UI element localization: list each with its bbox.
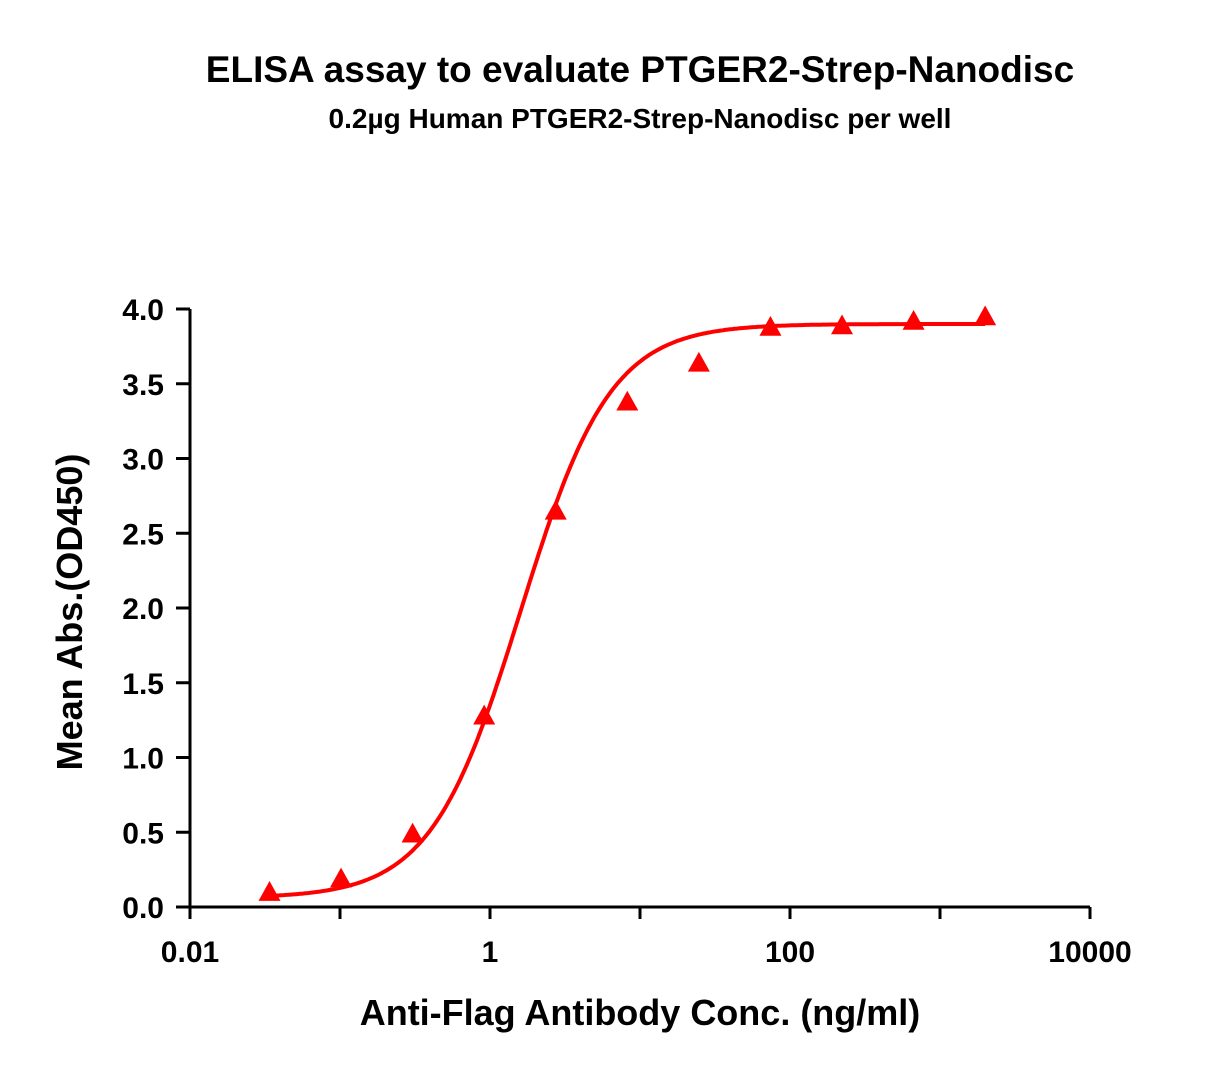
data-point-triangle (258, 881, 281, 901)
x-axis-label: Anti-Flag Antibody Conc. (ng/ml) (360, 992, 921, 1033)
data-point-triangle (473, 704, 496, 725)
y-tick-label: 4.0 (122, 294, 164, 327)
y-tick-label: 1.5 (122, 668, 164, 701)
chart-subtitle: 0.2µg Human PTGER2-Strep-Nanodisc per we… (329, 103, 952, 134)
x-tick-label: 1 (482, 936, 499, 969)
y-tick-label: 2.5 (122, 518, 164, 551)
chart-title: ELISA assay to evaluate PTGER2-Strep-Nan… (206, 49, 1074, 90)
data-point-triangle (831, 314, 854, 335)
y-tick-label: 1.0 (122, 743, 164, 776)
data-point-triangle (544, 499, 567, 520)
data-point-triangle (687, 351, 710, 372)
y-tick-label: 3.5 (122, 369, 164, 402)
data-point-triangle (401, 822, 424, 843)
x-tick-label: 0.01 (161, 936, 219, 969)
y-tick-label: 0.5 (122, 817, 164, 850)
y-tick-label: 0.0 (122, 892, 164, 925)
fit-curve (269, 322, 986, 898)
data-point-triangle (902, 309, 925, 330)
data-point-triangle (616, 390, 639, 411)
x-tick-label: 10000 (1048, 936, 1131, 969)
x-tick-label: 100 (765, 936, 815, 969)
data-point-triangle (330, 867, 353, 888)
y-tick-label: 3.0 (122, 444, 164, 477)
data-point-triangle (974, 305, 997, 326)
y-tick-label: 2.0 (122, 593, 164, 626)
data-point-triangle (759, 315, 782, 336)
y-axis-label: Mean Abs.(OD450) (49, 454, 90, 771)
